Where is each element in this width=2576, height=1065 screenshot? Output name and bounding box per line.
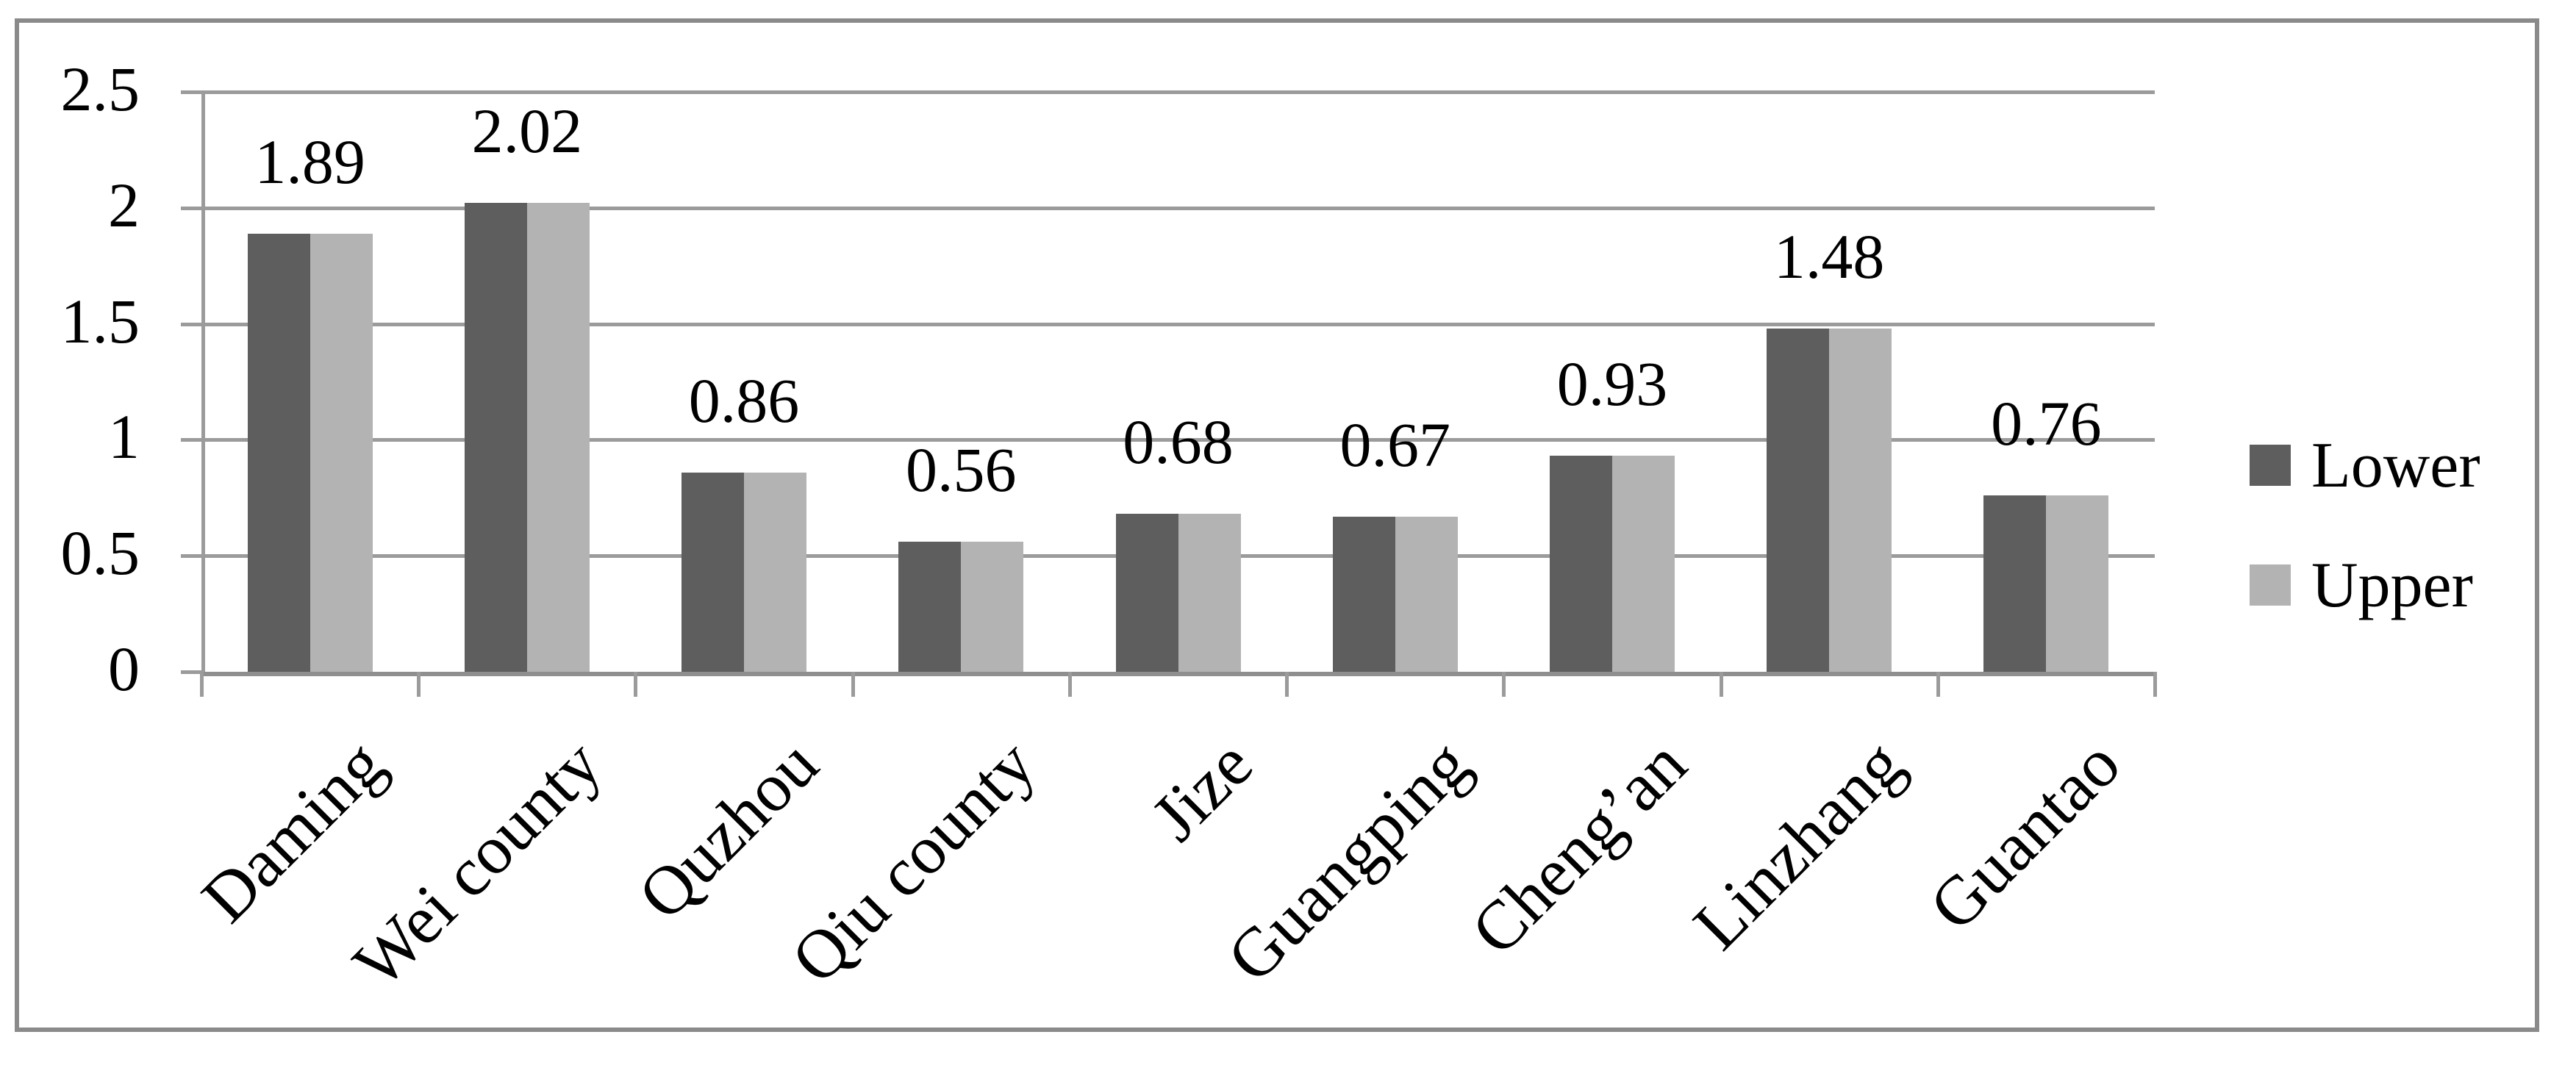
bar-upper-Guantao — [2046, 495, 2109, 672]
gridline-1 — [201, 438, 2155, 442]
bar-upper-Quzhou — [744, 472, 807, 672]
bar-lower-Daming — [247, 233, 310, 672]
gridline-1.5 — [201, 322, 2155, 326]
bar-upper-Cheng’an — [1611, 456, 1675, 672]
y-axis-line — [201, 92, 205, 675]
y-axis-tick-label: 1.5 — [60, 285, 140, 356]
data-label-Quzhou: 0.86 — [688, 365, 800, 436]
x-axis-tick — [1936, 672, 1940, 697]
gridline-2 — [201, 206, 2155, 210]
x-axis-tick — [417, 672, 421, 697]
bar-lower-Qiu county — [898, 542, 962, 672]
chart-border — [15, 18, 2539, 1032]
y-axis-tick-2 — [181, 206, 201, 210]
y-axis-tick-1 — [181, 438, 201, 442]
y-axis-tick-0.5 — [181, 554, 201, 559]
bar-lower-Cheng’an — [1549, 456, 1612, 672]
y-axis-tick-label: 0.5 — [60, 517, 140, 589]
y-axis-tick-label: 2 — [108, 169, 140, 240]
y-axis-tick-1.5 — [181, 322, 201, 326]
x-axis-tick — [1719, 672, 1723, 697]
bar-upper-Jize — [1178, 514, 1241, 672]
y-axis-tick-2.5 — [181, 90, 201, 94]
bar-upper-Guangping — [1395, 516, 1458, 672]
legend-item-upper: Upper — [2250, 549, 2473, 621]
bar-lower-Guangping — [1332, 516, 1395, 672]
legend-label-upper: Upper — [2311, 549, 2473, 621]
y-axis-tick-label: 1 — [108, 401, 140, 473]
data-label-Guantao: 0.76 — [1991, 388, 2102, 459]
data-label-Cheng’an: 0.93 — [1556, 348, 1668, 420]
data-label-Qiu county: 0.56 — [906, 434, 1017, 506]
bar-upper-Qiu county — [961, 542, 1024, 672]
legend-item-lower: Lower — [2250, 430, 2480, 501]
data-label-Daming: 1.89 — [254, 126, 365, 197]
bar-lower-Wei county — [464, 203, 527, 672]
x-axis-tick — [1285, 672, 1289, 697]
legend-swatch-upper — [2250, 564, 2291, 606]
bar-lower-Guantao — [1983, 495, 2047, 672]
x-axis-tick — [2153, 672, 2157, 697]
x-axis-tick — [200, 672, 204, 697]
bar-upper-Daming — [310, 233, 373, 672]
x-axis-tick — [634, 672, 638, 697]
y-axis-tick-label: 2.5 — [60, 54, 140, 124]
bar-upper-Linzhang — [1829, 328, 1892, 672]
x-axis-tick — [1067, 672, 1072, 697]
legend-swatch-lower — [2250, 445, 2291, 486]
bar-lower-Jize — [1115, 514, 1178, 672]
x-axis-tick — [851, 672, 855, 697]
gridline-2.5 — [201, 90, 2155, 94]
data-label-Jize: 0.68 — [1123, 406, 1234, 478]
data-label-Linzhang: 1.48 — [1773, 220, 1885, 292]
x-axis-line — [201, 672, 2157, 676]
bar-lower-Quzhou — [681, 472, 745, 672]
y-axis-tick-label: 0 — [108, 634, 140, 704]
data-label-Wei county: 2.02 — [471, 96, 583, 167]
legend-label-lower: Lower — [2311, 429, 2480, 501]
bar-lower-Linzhang — [1767, 328, 1830, 672]
bar-upper-Wei county — [526, 203, 590, 672]
x-axis-tick — [1502, 672, 1506, 697]
y-axis-tick-0 — [181, 670, 201, 674]
data-label-Guangping: 0.67 — [1339, 409, 1450, 480]
